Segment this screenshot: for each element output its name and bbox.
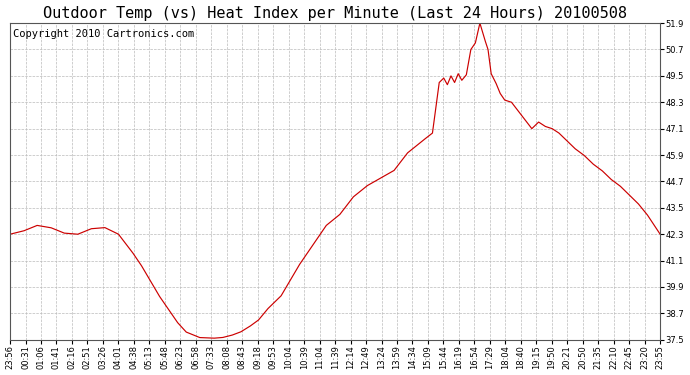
Title: Outdoor Temp (vs) Heat Index per Minute (Last 24 Hours) 20100508: Outdoor Temp (vs) Heat Index per Minute … xyxy=(43,6,627,21)
Text: Copyright 2010 Cartronics.com: Copyright 2010 Cartronics.com xyxy=(13,30,195,39)
